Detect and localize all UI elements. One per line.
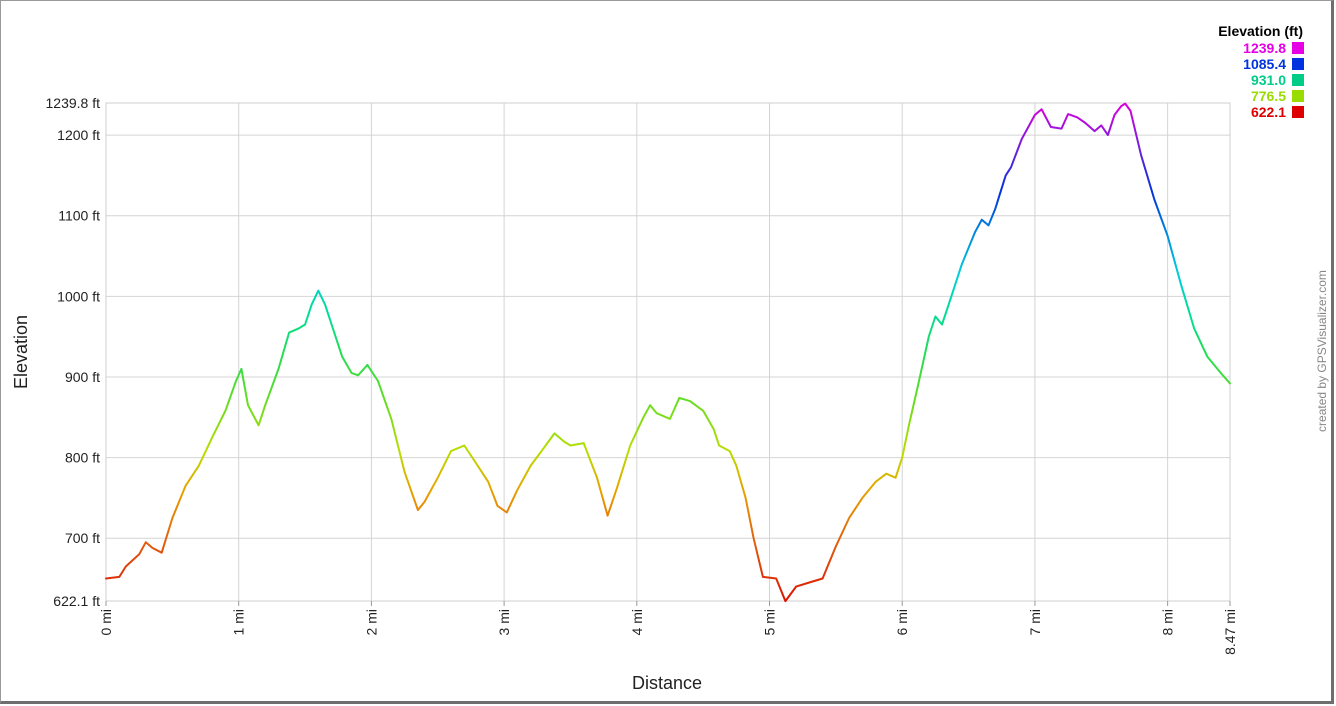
legend-entry-label: 622.1: [1251, 104, 1286, 120]
x-tick-label: 8 mi: [1160, 609, 1176, 635]
plot-area-border: [105, 102, 1231, 602]
x-tick-label: 6 mi: [894, 609, 910, 635]
grid-lines: [105, 102, 1231, 602]
x-tick-label: 1 mi: [231, 609, 247, 635]
legend-swatch: [1292, 106, 1304, 118]
legend-entry-label: 931.0: [1251, 72, 1286, 88]
x-axis-label: Distance: [632, 673, 702, 693]
x-tick-label: 3 mi: [496, 609, 512, 635]
y-axis-label: Elevation: [11, 315, 31, 389]
x-tick-label: 5 mi: [762, 609, 778, 635]
legend-swatch: [1292, 90, 1304, 102]
legend-swatch: [1292, 58, 1304, 70]
y-tick-label: 622.1 ft: [53, 593, 100, 609]
x-axis-ticks: 0 mi 1 mi 2 mi 3 mi 4 mi 5 mi 6 mi 7 mi 8 mi 8.47…: [98, 601, 1238, 655]
legend-swatch: [1292, 74, 1304, 86]
elevation-line: [105, 102, 1231, 603]
legend-entry-label: 776.5: [1251, 88, 1286, 104]
legend-swatch: [1292, 42, 1304, 54]
x-tick-label: 0 mi: [98, 609, 114, 635]
y-tick-label: 1239.8 ft: [46, 95, 101, 111]
y-axis-ticks: 622.1 ft 700 ft 800 ft 900 ft 1000 ft 1100 ft…: [46, 95, 101, 609]
y-tick-label: 900 ft: [65, 369, 100, 385]
y-tick-label: 1100 ft: [58, 208, 100, 224]
y-tick-label: 1200 ft: [57, 127, 100, 143]
x-tick-label: 2 mi: [363, 609, 379, 635]
legend-entry-label: 1239.8: [1243, 40, 1286, 56]
credit-text: created by GPSVisualizer.com: [1315, 270, 1329, 432]
x-tick-label: 7 mi: [1027, 609, 1043, 635]
legend-entry-label: 1085.4: [1243, 56, 1286, 72]
x-tick-label: 8.47 mi: [1222, 609, 1238, 655]
legend-title: Elevation (ft): [1218, 23, 1303, 39]
y-tick-label: 800 ft: [65, 450, 100, 466]
x-tick-label: 4 mi: [629, 609, 645, 635]
y-tick-label: 700 ft: [65, 530, 100, 546]
y-tick-label: 1000 ft: [57, 288, 100, 304]
